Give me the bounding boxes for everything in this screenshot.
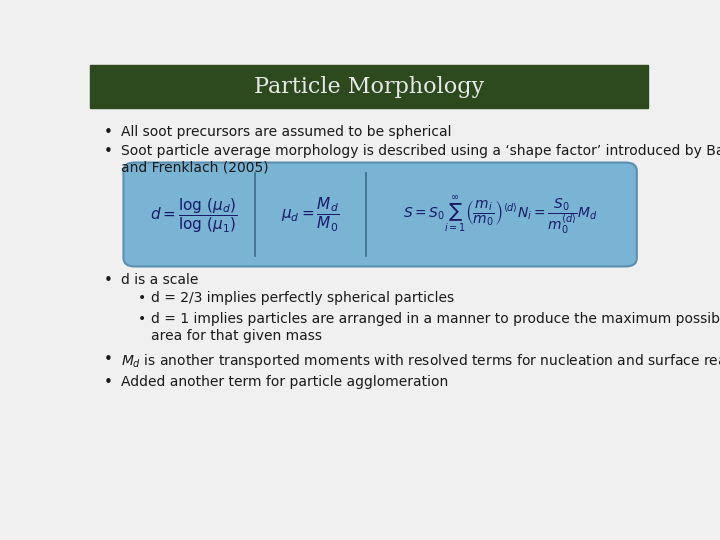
Text: Soot particle average morphology is described using a ‘shape factor’ introduced : Soot particle average morphology is desc…: [121, 144, 720, 158]
Text: •: •: [104, 273, 113, 288]
Text: •: •: [104, 375, 113, 389]
Text: •: •: [104, 352, 113, 367]
Text: d = 1 implies particles are arranged in a manner to produce the maximum possible: d = 1 implies particles are arranged in …: [151, 312, 720, 326]
Text: d = 2/3 implies perfectly spherical particles: d = 2/3 implies perfectly spherical part…: [151, 292, 454, 306]
Text: $\mu_d = \dfrac{M_d}{M_0}$: $\mu_d = \dfrac{M_d}{M_0}$: [282, 196, 340, 234]
Text: $d = \dfrac{\log\,(\mu_d)}{\log\,(\mu_1)}$: $d = \dfrac{\log\,(\mu_d)}{\log\,(\mu_1)…: [150, 196, 237, 235]
Text: •: •: [138, 292, 145, 306]
Text: $S = S_0 \sum_{i=1}^{\infty} \left(\dfrac{m_i}{m_0}\right)^{\langle d \rangle} N: $S = S_0 \sum_{i=1}^{\infty} \left(\dfra…: [402, 195, 598, 236]
Text: All soot precursors are assumed to be spherical: All soot precursors are assumed to be sp…: [121, 125, 451, 139]
Text: Particle Morphology: Particle Morphology: [254, 76, 484, 98]
FancyBboxPatch shape: [124, 163, 637, 266]
Text: •: •: [104, 125, 113, 140]
Text: and Frenklach (2005): and Frenklach (2005): [121, 160, 269, 174]
Text: area for that given mass: area for that given mass: [151, 329, 323, 343]
Text: d is a scale: d is a scale: [121, 273, 198, 287]
FancyBboxPatch shape: [90, 65, 648, 109]
Text: •: •: [104, 144, 113, 159]
Text: Added another term for particle agglomeration: Added another term for particle agglomer…: [121, 375, 448, 389]
Text: •: •: [138, 312, 145, 326]
Text: $M_d$ is another transported moments with resolved terms for nucleation and surf: $M_d$ is another transported moments wit…: [121, 352, 720, 370]
